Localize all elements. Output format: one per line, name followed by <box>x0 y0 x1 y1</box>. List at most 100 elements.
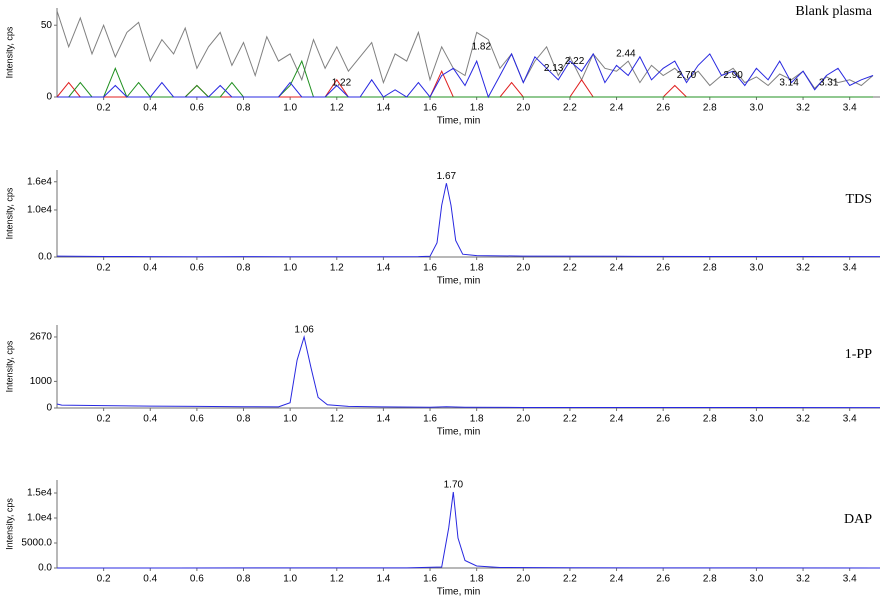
x-tick-label: 1.0 <box>283 414 297 425</box>
x-tick-label: 0.4 <box>143 263 157 274</box>
x-tick-label: 3.0 <box>749 574 763 585</box>
peak-label: 1.70 <box>444 480 464 491</box>
x-tick-label: 0.6 <box>190 414 204 425</box>
x-tick-label: 3.2 <box>796 574 810 585</box>
x-tick-label: 0.8 <box>237 574 251 585</box>
panel-title: Blank plasma <box>795 4 872 19</box>
x-tick-label: 1.6 <box>423 414 437 425</box>
x-tick-label: 2.2 <box>563 574 577 585</box>
peak-label: 3.14 <box>779 77 799 88</box>
x-tick-label: 2.8 <box>703 574 717 585</box>
x-axis-label: Time, min <box>437 276 481 287</box>
y-tick-label: 1000 <box>30 376 53 387</box>
x-tick-label: 1.8 <box>470 263 484 274</box>
x-tick-label: 1.0 <box>283 103 297 114</box>
x-tick-label: 2.2 <box>563 414 577 425</box>
x-tick-label: 0.2 <box>97 574 111 585</box>
x-tick-label: 2.6 <box>656 103 670 114</box>
x-tick-label: 2.4 <box>610 574 624 585</box>
x-tick-label: 2.4 <box>610 414 624 425</box>
x-tick-label: 2.0 <box>516 103 530 114</box>
x-tick-label: 2.8 <box>703 103 717 114</box>
x-tick-label: 2.4 <box>610 263 624 274</box>
x-tick-label: 1.2 <box>330 574 344 585</box>
x-tick-label: 0.8 <box>237 103 251 114</box>
x-tick-label: 0.2 <box>97 263 111 274</box>
x-tick-label: 1.4 <box>376 574 390 585</box>
x-tick-label: 2.8 <box>703 263 717 274</box>
trace <box>56 183 881 258</box>
y-tick-label: 1.6e4 <box>27 176 52 187</box>
peak-label: 3.31 <box>819 77 839 88</box>
x-tick-label: 3.2 <box>796 414 810 425</box>
y-axis-label: Intensity, cps <box>4 26 14 78</box>
x-tick-label: 2.6 <box>656 414 670 425</box>
x-tick-label: 3.2 <box>796 263 810 274</box>
peak-label: 1.67 <box>437 171 457 182</box>
y-tick-label: 0.0 <box>38 252 52 263</box>
peak-label: 1.82 <box>472 41 492 52</box>
peak-label: 2.90 <box>723 70 743 81</box>
panel-title: DAP <box>844 512 872 527</box>
x-tick-label: 1.2 <box>330 103 344 114</box>
peak-label: 1.22 <box>332 77 352 88</box>
trace <box>56 10 874 90</box>
x-tick-label: 0.8 <box>237 414 251 425</box>
x-tick-label: 0.4 <box>143 414 157 425</box>
x-tick-label: 2.2 <box>563 103 577 114</box>
peak-label: 2.70 <box>677 70 697 81</box>
trace <box>56 335 881 409</box>
peak-label: 2.44 <box>616 49 636 60</box>
x-tick-label: 2.6 <box>656 574 670 585</box>
x-tick-label: 2.0 <box>516 263 530 274</box>
y-tick-label: 0 <box>46 403 52 414</box>
x-tick-label: 3.2 <box>796 103 810 114</box>
x-tick-label: 0.4 <box>143 574 157 585</box>
x-tick-label: 2.0 <box>516 414 530 425</box>
peak-label: 1.06 <box>294 325 314 336</box>
x-tick-label: 1.4 <box>376 414 390 425</box>
x-tick-label: 0.4 <box>143 103 157 114</box>
x-tick-label: 1.6 <box>423 263 437 274</box>
x-axis-label: Time, min <box>437 427 481 438</box>
y-tick-label: 1.0e4 <box>27 205 52 216</box>
trace <box>57 491 881 569</box>
x-tick-label: 2.2 <box>563 263 577 274</box>
x-tick-label: 0.2 <box>97 414 111 425</box>
x-axis-label: Time, min <box>437 116 481 127</box>
panel-title: 1-PP <box>845 347 872 362</box>
peak-label: 2.22 <box>565 56 585 67</box>
x-tick-label: 1.2 <box>330 414 344 425</box>
y-tick-label: 2670 <box>30 332 53 343</box>
y-axis-label: Intensity, cps <box>4 187 14 239</box>
x-tick-label: 2.0 <box>516 574 530 585</box>
y-tick-label: 0 <box>46 92 52 103</box>
x-tick-label: 3.0 <box>749 414 763 425</box>
x-tick-label: 0.6 <box>190 103 204 114</box>
y-tick-label: 50 <box>41 20 53 31</box>
y-tick-label: 1.5e4 <box>27 488 52 499</box>
x-tick-label: 1.8 <box>470 414 484 425</box>
x-tick-label: 1.6 <box>423 574 437 585</box>
x-tick-label: 1.8 <box>470 103 484 114</box>
x-tick-label: 2.8 <box>703 414 717 425</box>
y-axis-label: Intensity, cps <box>4 340 14 392</box>
trace <box>57 59 873 98</box>
x-tick-label: 3.4 <box>843 414 857 425</box>
x-tick-label: 0.8 <box>237 263 251 274</box>
x-tick-label: 1.4 <box>376 263 390 274</box>
x-tick-label: 1.2 <box>330 263 344 274</box>
trace <box>57 52 874 99</box>
x-tick-label: 3.0 <box>749 263 763 274</box>
x-tick-label: 0.6 <box>190 574 204 585</box>
x-tick-label: 0.2 <box>97 103 111 114</box>
x-tick-label: 1.6 <box>423 103 437 114</box>
x-tick-label: 3.0 <box>749 103 763 114</box>
x-tick-label: 3.4 <box>843 263 857 274</box>
panel-title: TDS <box>846 192 872 207</box>
y-tick-label: 1.0e4 <box>27 513 52 524</box>
x-tick-label: 3.4 <box>843 574 857 585</box>
x-tick-label: 3.4 <box>843 103 857 114</box>
x-axis-label: Time, min <box>437 587 481 598</box>
